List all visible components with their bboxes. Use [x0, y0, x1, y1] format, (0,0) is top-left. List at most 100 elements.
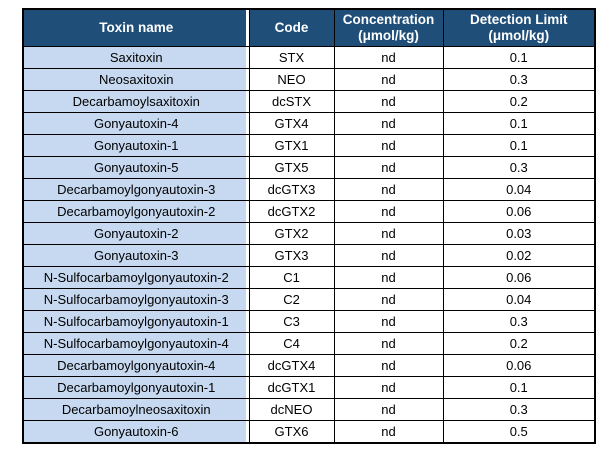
toxin-name-cell: Gonyautoxin-5	[22, 156, 250, 179]
code-cell: dcGTX1	[248, 376, 335, 399]
toxin-name-cell: N-Sulfocarbamoylgonyautoxin-1	[22, 310, 250, 333]
toxin-name-cell: Decarbamoylgonyautoxin-3	[22, 178, 250, 201]
toxin-name-cell: N-Sulfocarbamoylgonyautoxin-2	[22, 266, 250, 289]
table-row: Decarbamoylneosaxitoxin dcNEO nd 0.3	[22, 398, 596, 421]
concentration-cell: nd	[333, 156, 444, 179]
code-cell: GTX2	[248, 222, 335, 245]
toxin-name-cell: Neosaxitoxin	[22, 68, 250, 91]
concentration-cell: nd	[333, 112, 444, 135]
col-header-concentration-label: Concentration	[342, 12, 435, 28]
table-row: Gonyautoxin-1 GTX1 nd 0.1	[22, 134, 596, 157]
detection-limit-cell: 0.3	[442, 68, 596, 91]
col-header-toxin-name: Toxin name	[22, 8, 250, 47]
table-row: N-Sulfocarbamoylgonyautoxin-2 C1 nd 0.06	[22, 266, 596, 289]
toxin-name-cell: Gonyautoxin-4	[22, 112, 250, 135]
code-cell: dcSTX	[248, 90, 335, 113]
concentration-cell: nd	[333, 200, 444, 223]
detection-limit-cell: 0.06	[442, 266, 596, 289]
code-cell: C1	[248, 266, 335, 289]
code-cell: GTX6	[248, 420, 335, 444]
table-row: Decarbamoylgonyautoxin-3 dcGTX3 nd 0.04	[22, 178, 596, 201]
table-row: Gonyautoxin-3 GTX3 nd 0.02	[22, 244, 596, 267]
table-row: Gonyautoxin-2 GTX2 nd 0.03	[22, 222, 596, 245]
concentration-cell: nd	[333, 266, 444, 289]
detection-limit-cell: 0.2	[442, 332, 596, 355]
col-header-detection-limit: Detection Limit (μmol/kg)	[442, 8, 596, 47]
detection-limit-cell: 0.03	[442, 222, 596, 245]
concentration-cell: nd	[333, 288, 444, 311]
code-cell: C4	[248, 332, 335, 355]
concentration-cell: nd	[333, 222, 444, 245]
toxin-name-cell: N-Sulfocarbamoylgonyautoxin-4	[22, 332, 250, 355]
detection-limit-cell: 0.3	[442, 156, 596, 179]
concentration-cell: nd	[333, 310, 444, 333]
detection-limit-cell: 0.3	[442, 398, 596, 421]
toxin-name-cell: Gonyautoxin-1	[22, 134, 250, 157]
col-header-detection-limit-label: Detection Limit	[469, 12, 568, 28]
code-cell: STX	[248, 46, 335, 69]
concentration-cell: nd	[333, 376, 444, 399]
code-cell: dcGTX3	[248, 178, 335, 201]
concentration-cell: nd	[333, 244, 444, 267]
detection-limit-cell: 0.1	[442, 376, 596, 399]
table-row: N-Sulfocarbamoylgonyautoxin-4 C4 nd 0.2	[22, 332, 596, 355]
detection-limit-cell: 0.04	[442, 178, 596, 201]
table-row: Neosaxitoxin NEO nd 0.3	[22, 68, 596, 91]
detection-limit-cell: 0.04	[442, 288, 596, 311]
concentration-cell: nd	[333, 398, 444, 421]
toxin-name-cell: Gonyautoxin-3	[22, 244, 250, 267]
table-row: Gonyautoxin-5 GTX5 nd 0.3	[22, 156, 596, 179]
code-cell: dcGTX4	[248, 354, 335, 377]
detection-limit-cell: 0.1	[442, 134, 596, 157]
page: Toxin name Code Concentration (μmol/kg) …	[22, 8, 596, 444]
toxin-name-cell: N-Sulfocarbamoylgonyautoxin-3	[22, 288, 250, 311]
code-cell: dcNEO	[248, 398, 335, 421]
toxin-name-cell: Decarbamoylgonyautoxin-1	[22, 376, 250, 399]
concentration-cell: nd	[333, 354, 444, 377]
toxin-name-cell: Decarbamoylgonyautoxin-2	[22, 200, 250, 223]
toxin-name-cell: Gonyautoxin-2	[22, 222, 250, 245]
concentration-cell: nd	[333, 46, 444, 69]
concentration-cell: nd	[333, 332, 444, 355]
table-row: Gonyautoxin-4 GTX4 nd 0.1	[22, 112, 596, 135]
toxin-name-cell: Decarbamoylgonyautoxin-4	[22, 354, 250, 377]
code-cell: GTX5	[248, 156, 335, 179]
code-cell: GTX3	[248, 244, 335, 267]
concentration-cell: nd	[333, 134, 444, 157]
toxin-name-cell: Decarbamoylsaxitoxin	[22, 90, 250, 113]
header-row: Toxin name Code Concentration (μmol/kg) …	[22, 8, 596, 47]
table-row: Decarbamoylsaxitoxin dcSTX nd 0.2	[22, 90, 596, 113]
table-row: Saxitoxin STX nd 0.1	[22, 46, 596, 69]
detection-limit-cell: 0.1	[442, 46, 596, 69]
table-row: Decarbamoylgonyautoxin-4 dcGTX4 nd 0.06	[22, 354, 596, 377]
detection-limit-cell: 0.2	[442, 90, 596, 113]
toxin-name-cell: Gonyautoxin-6	[22, 420, 250, 444]
detection-limit-cell: 0.02	[442, 244, 596, 267]
col-header-detection-limit-unit: (μmol/kg)	[488, 28, 550, 43]
table-row: Gonyautoxin-6 GTX6 nd 0.5	[22, 420, 596, 444]
table-row: N-Sulfocarbamoylgonyautoxin-1 C3 nd 0.3	[22, 310, 596, 333]
code-cell: GTX1	[248, 134, 335, 157]
detection-limit-cell: 0.3	[442, 310, 596, 333]
toxin-name-cell: Decarbamoylneosaxitoxin	[22, 398, 250, 421]
concentration-cell: nd	[333, 420, 444, 444]
concentration-cell: nd	[333, 68, 444, 91]
code-cell: C2	[248, 288, 335, 311]
detection-limit-cell: 0.06	[442, 354, 596, 377]
col-header-code: Code	[248, 8, 335, 47]
concentration-cell: nd	[333, 178, 444, 201]
detection-limit-cell: 0.06	[442, 200, 596, 223]
table-row: Decarbamoylgonyautoxin-2 dcGTX2 nd 0.06	[22, 200, 596, 223]
table-row: N-Sulfocarbamoylgonyautoxin-3 C2 nd 0.04	[22, 288, 596, 311]
detection-limit-cell: 0.5	[442, 420, 596, 444]
col-header-concentration: Concentration (μmol/kg)	[333, 8, 444, 47]
toxin-detection-table: Toxin name Code Concentration (μmol/kg) …	[22, 8, 596, 444]
concentration-cell: nd	[333, 90, 444, 113]
col-header-concentration-unit: (μmol/kg)	[358, 28, 419, 43]
code-cell: C3	[248, 310, 335, 333]
code-cell: NEO	[248, 68, 335, 91]
table-row: Decarbamoylgonyautoxin-1 dcGTX1 nd 0.1	[22, 376, 596, 399]
detection-limit-cell: 0.1	[442, 112, 596, 135]
code-cell: GTX4	[248, 112, 335, 135]
toxin-name-cell: Saxitoxin	[22, 46, 250, 69]
